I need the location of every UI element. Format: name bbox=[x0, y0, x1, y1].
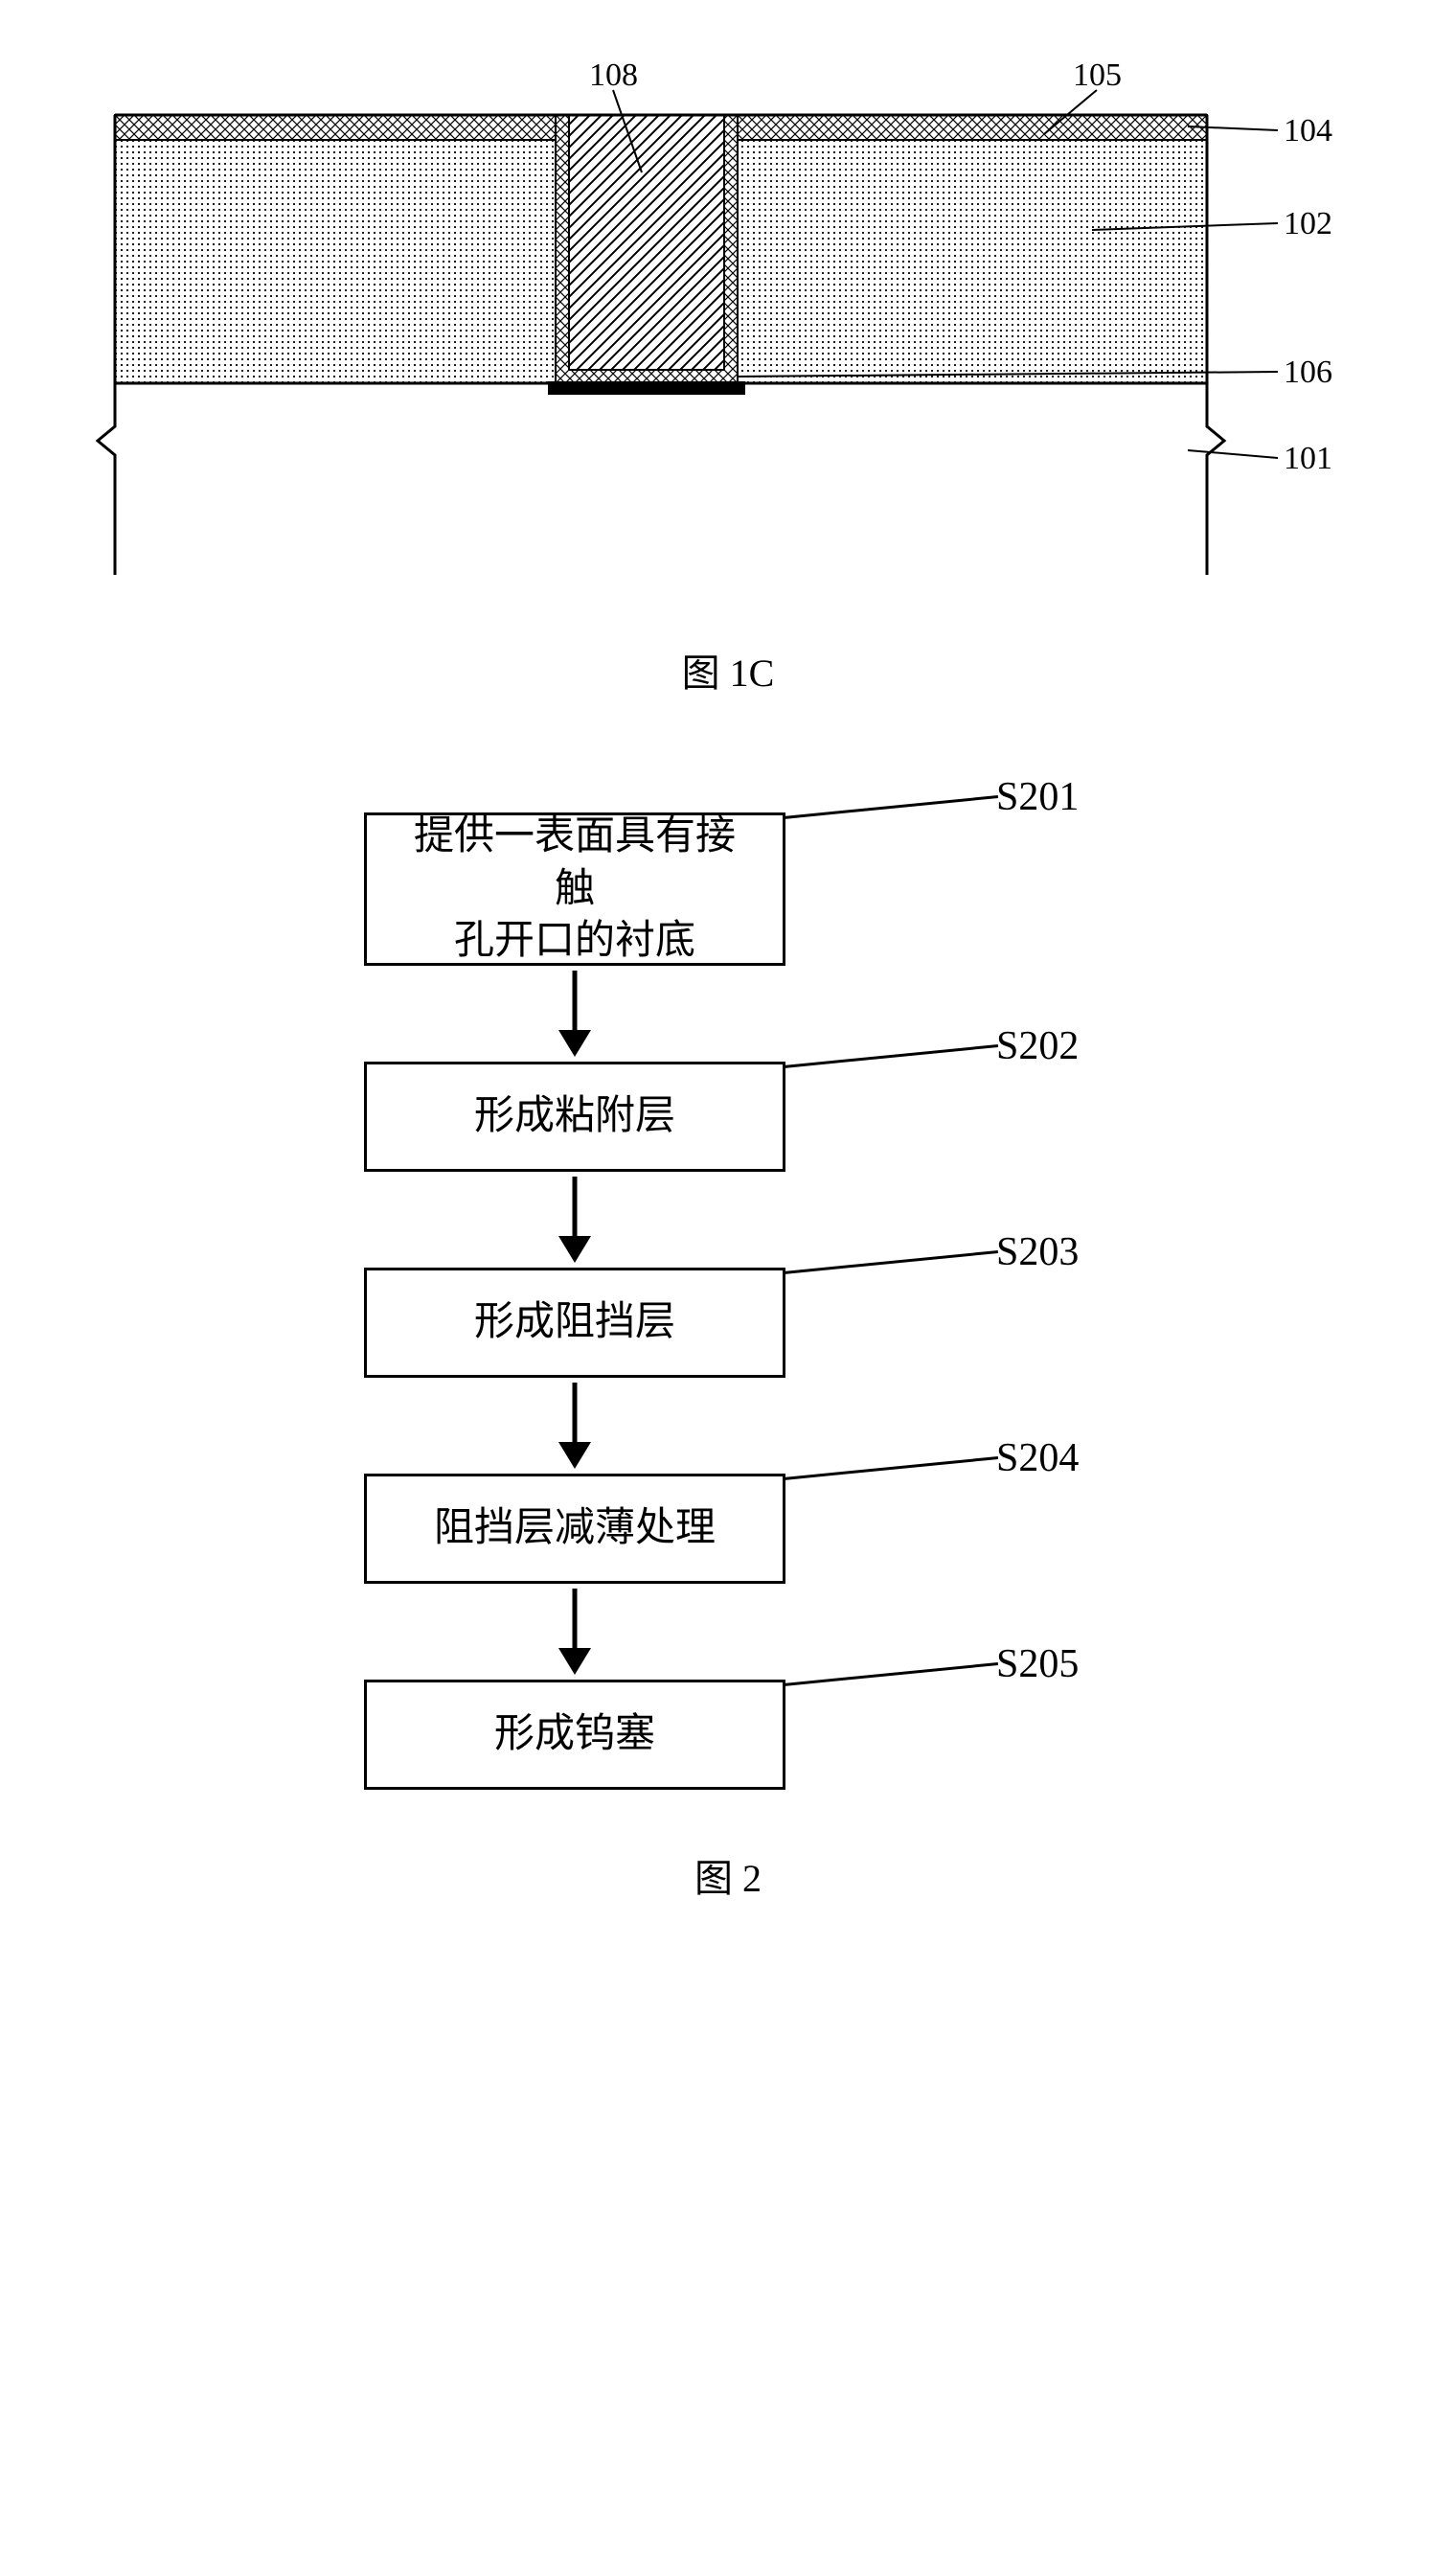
figure-1c-svg bbox=[38, 57, 1418, 632]
step-label-s204: S204 bbox=[996, 1435, 1079, 1481]
step-leader bbox=[784, 795, 998, 819]
label-108: 108 bbox=[589, 57, 638, 94]
flow-step-s204: 阻挡层减薄处理 bbox=[364, 1474, 785, 1584]
flow-arrow-icon bbox=[551, 966, 599, 1062]
step-label-s205: S205 bbox=[996, 1641, 1079, 1687]
flow-arrow-icon bbox=[551, 1378, 599, 1474]
figure-1c: 108 105 104 102 106 101 bbox=[38, 57, 1418, 632]
flow-step-s205: 形成钨塞 bbox=[364, 1680, 785, 1790]
flow-arrow-icon bbox=[551, 1584, 599, 1680]
figure-1c-caption: 图 1C bbox=[38, 642, 1418, 698]
step-label-s202: S202 bbox=[996, 1023, 1079, 1069]
label-105: 105 bbox=[1073, 57, 1122, 94]
label-106: 106 bbox=[1284, 355, 1332, 391]
figure-2: 提供一表面具有接触孔开口的衬底 形成粘附层 形成阻挡层 阻挡层减薄处理 形成钨塞… bbox=[38, 812, 1418, 1790]
flow-step-s203: 形成阻挡层 bbox=[364, 1268, 785, 1378]
label-102: 102 bbox=[1284, 206, 1332, 242]
flow-arrow-icon bbox=[551, 1172, 599, 1268]
label-101: 101 bbox=[1284, 441, 1332, 477]
step-label-s201: S201 bbox=[996, 774, 1079, 820]
flow-step-s201: 提供一表面具有接触孔开口的衬底 bbox=[364, 812, 785, 966]
figure-2-caption: 图 2 bbox=[38, 1847, 1418, 1903]
step-label-s203: S203 bbox=[996, 1229, 1079, 1275]
label-104: 104 bbox=[1284, 113, 1332, 149]
flow-step-s202: 形成粘附层 bbox=[364, 1062, 785, 1172]
